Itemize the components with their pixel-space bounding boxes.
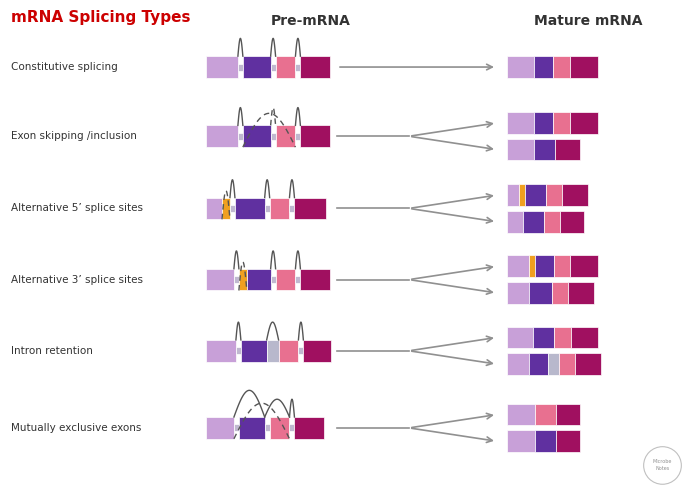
FancyBboxPatch shape [507, 184, 519, 206]
FancyBboxPatch shape [295, 276, 300, 283]
FancyBboxPatch shape [270, 197, 290, 220]
Text: Pre-mRNA: Pre-mRNA [270, 14, 350, 27]
FancyBboxPatch shape [265, 205, 270, 212]
FancyBboxPatch shape [554, 112, 570, 134]
FancyBboxPatch shape [236, 347, 241, 354]
FancyBboxPatch shape [533, 326, 554, 348]
FancyBboxPatch shape [533, 112, 554, 134]
FancyBboxPatch shape [295, 417, 324, 439]
FancyBboxPatch shape [276, 56, 295, 78]
FancyBboxPatch shape [507, 326, 533, 348]
FancyBboxPatch shape [267, 340, 279, 362]
FancyBboxPatch shape [235, 197, 265, 220]
FancyBboxPatch shape [570, 255, 598, 277]
FancyBboxPatch shape [295, 64, 300, 71]
FancyBboxPatch shape [206, 269, 234, 291]
FancyBboxPatch shape [575, 353, 601, 375]
FancyBboxPatch shape [555, 139, 580, 160]
FancyBboxPatch shape [523, 211, 545, 233]
FancyBboxPatch shape [560, 211, 584, 233]
Text: Microbe: Microbe [653, 459, 672, 464]
FancyBboxPatch shape [271, 64, 276, 71]
FancyBboxPatch shape [241, 340, 267, 362]
FancyBboxPatch shape [507, 430, 535, 452]
FancyBboxPatch shape [570, 112, 598, 134]
Text: Exon skipping /inclusion: Exon skipping /inclusion [10, 131, 136, 141]
FancyBboxPatch shape [239, 417, 265, 439]
FancyBboxPatch shape [243, 56, 271, 78]
FancyBboxPatch shape [535, 430, 556, 452]
FancyBboxPatch shape [507, 56, 533, 78]
FancyBboxPatch shape [533, 139, 555, 160]
FancyBboxPatch shape [238, 64, 243, 71]
FancyBboxPatch shape [528, 353, 548, 375]
FancyBboxPatch shape [298, 347, 303, 354]
FancyBboxPatch shape [303, 340, 331, 362]
FancyBboxPatch shape [206, 56, 238, 78]
FancyBboxPatch shape [554, 255, 570, 277]
FancyBboxPatch shape [535, 255, 554, 277]
FancyBboxPatch shape [239, 269, 247, 291]
FancyBboxPatch shape [243, 125, 271, 147]
FancyBboxPatch shape [276, 125, 295, 147]
FancyBboxPatch shape [545, 211, 560, 233]
Text: Notes: Notes [655, 466, 670, 471]
FancyBboxPatch shape [519, 184, 524, 206]
FancyBboxPatch shape [562, 184, 588, 206]
FancyBboxPatch shape [548, 353, 559, 375]
Text: Mutually exclusive exons: Mutually exclusive exons [10, 423, 141, 433]
FancyBboxPatch shape [556, 430, 580, 452]
FancyBboxPatch shape [552, 282, 568, 304]
FancyBboxPatch shape [206, 340, 236, 362]
FancyBboxPatch shape [559, 353, 575, 375]
FancyBboxPatch shape [279, 340, 298, 362]
FancyBboxPatch shape [206, 197, 222, 220]
FancyBboxPatch shape [524, 184, 547, 206]
FancyBboxPatch shape [271, 276, 276, 283]
FancyBboxPatch shape [300, 56, 330, 78]
FancyBboxPatch shape [271, 133, 276, 140]
FancyBboxPatch shape [507, 112, 533, 134]
FancyBboxPatch shape [507, 139, 533, 160]
FancyBboxPatch shape [295, 133, 300, 140]
FancyBboxPatch shape [238, 133, 243, 140]
Text: mRNA Splicing Types: mRNA Splicing Types [10, 10, 190, 25]
FancyBboxPatch shape [247, 269, 271, 291]
FancyBboxPatch shape [230, 205, 235, 212]
FancyBboxPatch shape [222, 197, 230, 220]
FancyBboxPatch shape [556, 404, 580, 425]
FancyBboxPatch shape [300, 269, 330, 291]
FancyBboxPatch shape [507, 282, 528, 304]
FancyBboxPatch shape [276, 269, 295, 291]
FancyBboxPatch shape [234, 424, 239, 431]
FancyBboxPatch shape [206, 417, 234, 439]
FancyBboxPatch shape [535, 404, 556, 425]
Text: Intron retention: Intron retention [10, 346, 92, 356]
FancyBboxPatch shape [571, 326, 598, 348]
FancyBboxPatch shape [547, 184, 562, 206]
FancyBboxPatch shape [507, 255, 528, 277]
FancyBboxPatch shape [234, 276, 239, 283]
Text: Mature mRNA: Mature mRNA [534, 14, 643, 27]
Text: Alternative 5’ splice sites: Alternative 5’ splice sites [10, 203, 143, 214]
FancyBboxPatch shape [290, 205, 295, 212]
FancyBboxPatch shape [507, 404, 535, 425]
FancyBboxPatch shape [568, 282, 594, 304]
FancyBboxPatch shape [528, 255, 535, 277]
Text: Constitutive splicing: Constitutive splicing [10, 62, 118, 72]
FancyBboxPatch shape [290, 424, 295, 431]
FancyBboxPatch shape [507, 353, 528, 375]
FancyBboxPatch shape [570, 56, 598, 78]
FancyBboxPatch shape [528, 282, 552, 304]
FancyBboxPatch shape [554, 326, 571, 348]
Text: Alternative 3’ splice sites: Alternative 3’ splice sites [10, 274, 143, 285]
FancyBboxPatch shape [295, 197, 326, 220]
FancyBboxPatch shape [533, 56, 554, 78]
FancyBboxPatch shape [206, 125, 238, 147]
FancyBboxPatch shape [554, 56, 570, 78]
FancyBboxPatch shape [270, 417, 290, 439]
FancyBboxPatch shape [300, 125, 330, 147]
FancyBboxPatch shape [265, 424, 270, 431]
FancyBboxPatch shape [507, 211, 523, 233]
